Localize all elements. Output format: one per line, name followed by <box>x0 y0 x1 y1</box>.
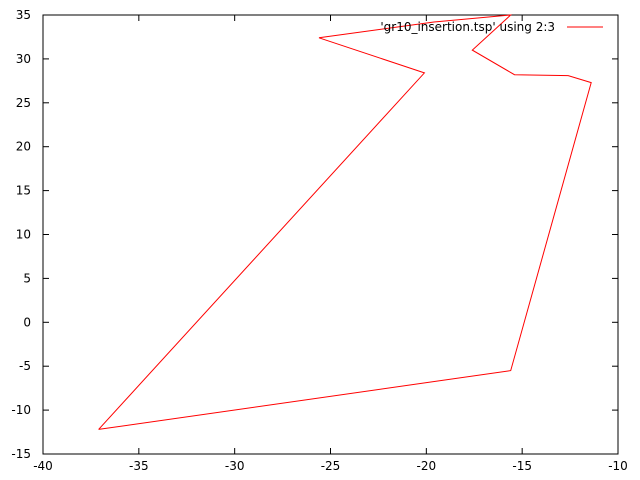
y-tick-label: 10 <box>16 228 31 242</box>
y-tick-labels: -15 -10 -5 0 5 10 15 20 25 30 35 <box>11 8 31 461</box>
y-tick-label: 25 <box>16 96 31 110</box>
y-tick-label: 30 <box>16 52 31 66</box>
axis-ticks <box>42 14 619 455</box>
y-tick-label: 15 <box>16 184 31 198</box>
x-tick-labels: -40 -35 -30 -25 -20 -15 -10 <box>33 459 628 473</box>
plot-frame <box>42 14 619 455</box>
x-tick-label: -20 <box>417 459 437 473</box>
x-tick-label: -10 <box>608 459 628 473</box>
series-layer <box>98 14 592 430</box>
y-tick-label: 0 <box>23 315 31 329</box>
y-tick-label: 35 <box>16 8 31 22</box>
y-tick-label: 20 <box>16 140 31 154</box>
legend-label: 'gr10_insertion.tsp' using 2:3 <box>380 20 555 34</box>
x-tick-label: -35 <box>129 459 149 473</box>
y-tick-label: -10 <box>11 403 31 417</box>
series-line <box>98 14 592 430</box>
y-tick-label: -5 <box>19 359 31 373</box>
legend: 'gr10_insertion.tsp' using 2:3 <box>380 20 603 34</box>
x-tick-label: -25 <box>321 459 341 473</box>
y-tick-label: 5 <box>23 271 31 285</box>
x-tick-label: -40 <box>33 459 53 473</box>
x-tick-label: -30 <box>225 459 245 473</box>
y-tick-label: -15 <box>11 447 31 461</box>
x-tick-label: -15 <box>512 459 532 473</box>
